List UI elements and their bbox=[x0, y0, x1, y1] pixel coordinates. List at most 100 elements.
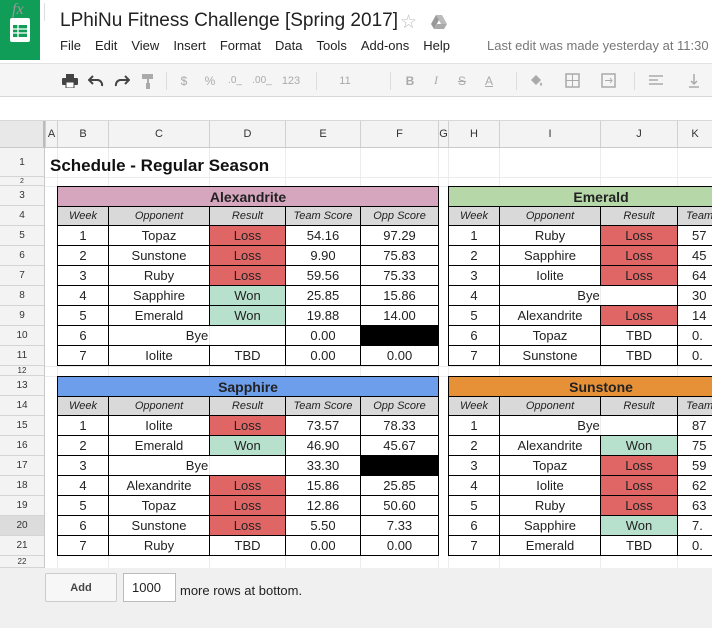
header-week[interactable]: Week bbox=[448, 396, 500, 416]
opp-score-cell[interactable]: 0.00 bbox=[359, 535, 440, 556]
row-header-3[interactable]: 3 bbox=[0, 186, 44, 206]
opponent-cell[interactable]: Sapphire bbox=[108, 285, 210, 306]
header-opponent[interactable]: Opponent bbox=[499, 396, 601, 416]
bye-cell[interactable]: Bye bbox=[108, 455, 286, 476]
team-score-cell[interactable]: 9.90 bbox=[285, 245, 361, 266]
row-header-14[interactable]: 14 bbox=[0, 396, 44, 416]
paint-format-icon[interactable] bbox=[136, 64, 160, 97]
opponent-cell[interactable]: Iolite bbox=[108, 415, 210, 436]
header-week[interactable]: Week bbox=[57, 206, 109, 226]
week-cell[interactable]: 3 bbox=[448, 265, 500, 286]
week-cell[interactable]: 7 bbox=[57, 345, 109, 366]
week-cell[interactable]: 5 bbox=[448, 495, 500, 516]
result-cell[interactable]: Loss bbox=[600, 225, 678, 246]
team-score-cell[interactable]: 19.88 bbox=[285, 305, 361, 326]
week-cell[interactable]: 5 bbox=[57, 305, 109, 326]
week-cell[interactable]: 7 bbox=[57, 535, 109, 556]
header-result[interactable]: Result bbox=[600, 396, 678, 416]
week-cell[interactable]: 4 bbox=[448, 285, 500, 306]
opponent-cell[interactable]: Emerald bbox=[499, 535, 601, 556]
team-score-cell[interactable]: 0. bbox=[677, 345, 712, 366]
opponent-cell[interactable]: Sunstone bbox=[108, 515, 210, 536]
opponent-cell[interactable]: Topaz bbox=[108, 225, 210, 246]
team-title-sapphire[interactable]: Sapphire bbox=[56, 376, 440, 397]
italic-button[interactable]: I bbox=[434, 73, 438, 87]
week-cell[interactable]: 5 bbox=[57, 495, 109, 516]
menu-view[interactable]: View bbox=[131, 38, 160, 53]
team-score-cell[interactable]: 0.00 bbox=[285, 325, 361, 346]
row-header-1[interactable]: 1 bbox=[0, 148, 44, 177]
result-cell[interactable]: Won bbox=[600, 515, 678, 536]
team-score-cell[interactable]: 63 bbox=[676, 495, 712, 516]
header-opponent[interactable]: Opponent bbox=[108, 396, 210, 416]
column-header-d[interactable]: D bbox=[209, 121, 285, 147]
bye-cell[interactable]: Bye bbox=[499, 415, 678, 436]
team-title-alexandrite[interactable]: Alexandrite bbox=[56, 186, 440, 207]
team-score-cell[interactable]: 87 bbox=[676, 415, 712, 436]
strikethrough-button[interactable]: S bbox=[457, 73, 466, 88]
add-rows-button[interactable]: Add bbox=[45, 573, 117, 602]
opponent-cell[interactable]: Alexandrite bbox=[499, 435, 601, 456]
menu-tools[interactable]: Tools bbox=[316, 38, 347, 53]
header-team-score[interactable]: Team Score bbox=[285, 206, 361, 226]
row-header-17[interactable]: 17 bbox=[0, 456, 44, 476]
team-score-cell[interactable]: 7. bbox=[676, 515, 712, 536]
opp-score-cell[interactable]: 25.85 bbox=[359, 475, 440, 496]
opp-score-cell[interactable]: 75.33 bbox=[359, 265, 440, 286]
row-header-5[interactable]: 5 bbox=[0, 226, 44, 246]
result-cell[interactable]: TBD bbox=[209, 345, 286, 366]
column-header-f[interactable]: F bbox=[360, 121, 438, 147]
header-team-score[interactable]: Team Score bbox=[676, 396, 712, 416]
team-score-cell[interactable]: 33.30 bbox=[285, 455, 361, 476]
opponent-cell[interactable]: Sapphire bbox=[499, 515, 601, 536]
opp-score-cell[interactable]: 45.67 bbox=[359, 435, 440, 456]
header-week[interactable]: Week bbox=[57, 396, 109, 416]
opp-score-cell[interactable]: 14.00 bbox=[359, 305, 440, 326]
week-cell[interactable]: 1 bbox=[448, 225, 500, 246]
row-header-20[interactable]: 20 bbox=[0, 516, 44, 536]
team-score-cell[interactable]: 45 bbox=[677, 245, 712, 266]
team-score-cell[interactable]: 0. bbox=[677, 325, 712, 346]
week-cell[interactable]: 6 bbox=[57, 325, 109, 346]
menu-format[interactable]: Format bbox=[219, 38, 261, 53]
result-cell[interactable]: Loss bbox=[209, 225, 286, 246]
font-size-dropdown[interactable]: 11 bbox=[339, 74, 351, 87]
star-icon[interactable]: ☆ bbox=[400, 12, 418, 33]
team-score-cell[interactable]: 25.85 bbox=[285, 285, 361, 306]
header-opponent[interactable]: Opponent bbox=[499, 206, 601, 226]
opponent-cell[interactable]: Ruby bbox=[108, 535, 210, 556]
opponent-cell[interactable]: Iolite bbox=[499, 475, 601, 496]
undo-icon[interactable] bbox=[84, 64, 108, 97]
week-cell[interactable]: 6 bbox=[448, 515, 500, 536]
menu-data[interactable]: Data bbox=[275, 38, 303, 53]
row-header-19[interactable]: 19 bbox=[0, 496, 44, 516]
column-header-i[interactable]: I bbox=[499, 121, 600, 147]
header-team-score[interactable]: Team Score bbox=[677, 206, 712, 226]
rows-count-input[interactable]: 1000 bbox=[123, 573, 176, 602]
column-header-h[interactable]: H bbox=[448, 121, 499, 147]
team-score-cell[interactable]: 5.50 bbox=[285, 515, 361, 536]
week-cell[interactable]: 2 bbox=[57, 435, 109, 456]
row-header-18[interactable]: 18 bbox=[0, 476, 44, 496]
menu-addons[interactable]: Add-ons bbox=[360, 38, 410, 53]
opponent-cell[interactable]: Topaz bbox=[108, 495, 210, 516]
opponent-cell[interactable]: Emerald bbox=[108, 305, 210, 326]
opp-score-cell[interactable]: 78.33 bbox=[359, 415, 440, 436]
row-header-16[interactable]: 16 bbox=[0, 436, 44, 456]
week-cell[interactable]: 7 bbox=[448, 345, 500, 366]
week-cell[interactable]: 5 bbox=[448, 305, 500, 326]
result-cell[interactable]: Won bbox=[209, 285, 286, 306]
team-score-cell[interactable]: 0. bbox=[676, 535, 712, 556]
opp-score-cell[interactable]: 75.83 bbox=[359, 245, 440, 266]
opp-score-cell[interactable]: 50.60 bbox=[359, 495, 440, 516]
row-header-6[interactable]: 6 bbox=[0, 246, 44, 266]
result-cell[interactable]: Won bbox=[209, 435, 286, 456]
column-header-b[interactable]: B bbox=[57, 121, 108, 147]
week-cell[interactable]: 3 bbox=[57, 265, 109, 286]
currency-format-button[interactable]: $ bbox=[180, 73, 188, 88]
row-header-4[interactable]: 4 bbox=[0, 206, 44, 226]
team-score-cell[interactable]: 59 bbox=[676, 455, 712, 476]
opponent-cell[interactable]: Alexandrite bbox=[108, 475, 210, 496]
last-edit-link[interactable]: Last edit was made yesterday at 11:30 bbox=[487, 38, 709, 53]
week-cell[interactable]: 2 bbox=[448, 245, 500, 266]
